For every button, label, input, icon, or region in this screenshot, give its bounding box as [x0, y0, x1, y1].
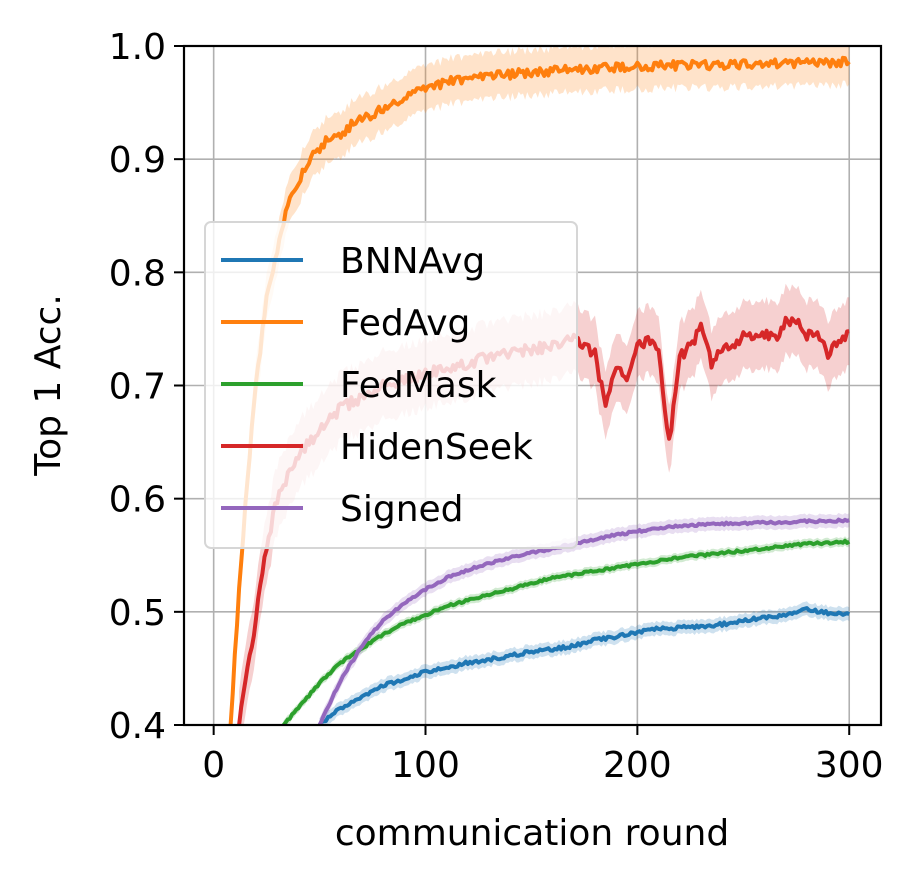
- legend: BNNAvg FedAvg FedMask HidenSeek Signed: [204, 221, 578, 549]
- x-tick-label: 100: [391, 745, 460, 786]
- y-tick-label: 0.9: [109, 140, 166, 181]
- legend-box: [204, 221, 578, 549]
- legend-label-signed: Signed: [340, 489, 464, 530]
- y-tick-label: 0.6: [109, 480, 166, 521]
- y-tick-label: 0.8: [109, 253, 166, 294]
- line-signed: [317, 517, 850, 725]
- y-tick-label: 0.4: [109, 706, 166, 747]
- x-tick-label: 0: [202, 745, 225, 786]
- y-axis-label: Top 1 Acc.: [28, 294, 69, 477]
- line-bnnavg: [317, 606, 850, 725]
- legend-label-fedavg: FedAvg: [340, 303, 470, 344]
- line-fedavg: [228, 55, 851, 725]
- x-tick-label: 200: [603, 745, 672, 786]
- y-tick-label: 0.5: [109, 593, 166, 634]
- legend-label-bnnavg: BNNAvg: [340, 241, 485, 282]
- legend-label-fedmask: FedMask: [340, 365, 497, 406]
- x-axis-label: communication round: [335, 813, 729, 854]
- y-tick-label: 0.7: [109, 367, 166, 408]
- axis-ticks: 0 100 200 300 0.4 0.5 0.6 0.7 0.8 0.9 1.0: [109, 27, 884, 786]
- y-tick-label: 1.0: [109, 27, 166, 68]
- line-fedmask: [282, 538, 851, 725]
- legend-label-hidenseek: HidenSeek: [340, 427, 533, 468]
- x-tick-label: 300: [815, 745, 884, 786]
